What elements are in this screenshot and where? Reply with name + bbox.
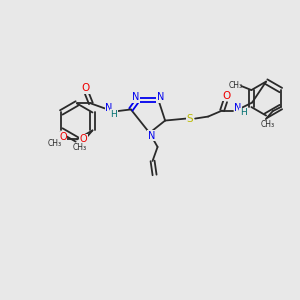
Text: O: O <box>222 91 230 100</box>
Text: CH₃: CH₃ <box>261 120 275 129</box>
Text: N: N <box>157 92 164 102</box>
Text: H: H <box>110 110 117 119</box>
Text: O: O <box>82 83 90 93</box>
Text: S: S <box>187 114 194 124</box>
Text: N: N <box>132 92 139 102</box>
Text: N: N <box>234 103 242 112</box>
Text: H: H <box>240 108 247 117</box>
Text: O: O <box>80 134 87 144</box>
Text: CH₃: CH₃ <box>48 139 62 148</box>
Text: CH₃: CH₃ <box>72 143 86 152</box>
Text: N: N <box>105 103 112 113</box>
Text: N: N <box>148 131 155 141</box>
Text: CH₃: CH₃ <box>228 81 242 90</box>
Text: O: O <box>59 132 67 142</box>
